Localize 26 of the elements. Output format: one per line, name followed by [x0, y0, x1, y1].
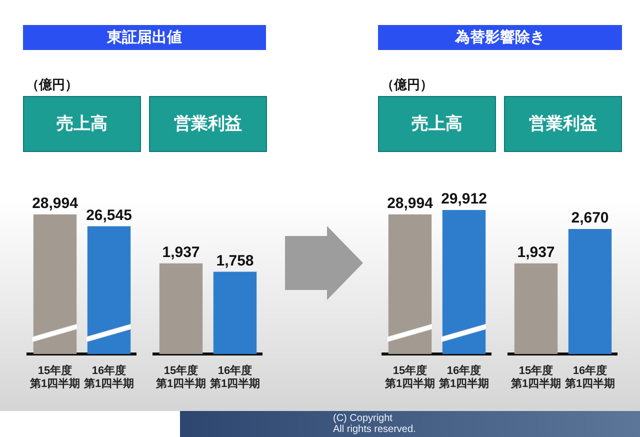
data-label: 2,670 — [571, 210, 609, 227]
data-label: 1,758 — [216, 252, 254, 270]
chart-title: 営業利益 — [529, 114, 597, 133]
x-tick-label: 16年度第1四半期 — [208, 365, 262, 391]
text: 為替影響除き — [455, 29, 545, 46]
data-label: 1,937 — [162, 244, 200, 261]
x-tick-label: 15年度第1四半期 — [510, 365, 562, 391]
text: （億円） — [26, 77, 78, 92]
x-tick-label: 15年度第1四半期 — [28, 365, 82, 391]
data-label: 28,994 — [387, 195, 434, 212]
data-label: 29,912 — [441, 190, 487, 208]
text: All rights reserved. — [333, 424, 416, 435]
text: 東証届出値 — [107, 29, 182, 46]
data-label: 1,937 — [517, 244, 555, 261]
text: （億円） — [381, 77, 433, 92]
x-tick-label: 16年度第1四半期 — [438, 365, 490, 391]
data-label: 28,994 — [32, 195, 79, 212]
x-tick-label: 16年度第1四半期 — [82, 365, 136, 391]
chart-title: 売上高 — [56, 114, 108, 133]
x-tick-label: 15年度第1四半期 — [154, 365, 208, 391]
x-tick-label: 16年度第1四半期 — [564, 365, 616, 391]
chart-title: 売上高 — [412, 114, 462, 133]
text: (C) Copyright — [333, 413, 392, 424]
chart-title: 営業利益 — [174, 114, 242, 133]
x-tick-label: 15年度第1四半期 — [384, 365, 436, 391]
data-label: 26,545 — [86, 206, 132, 224]
